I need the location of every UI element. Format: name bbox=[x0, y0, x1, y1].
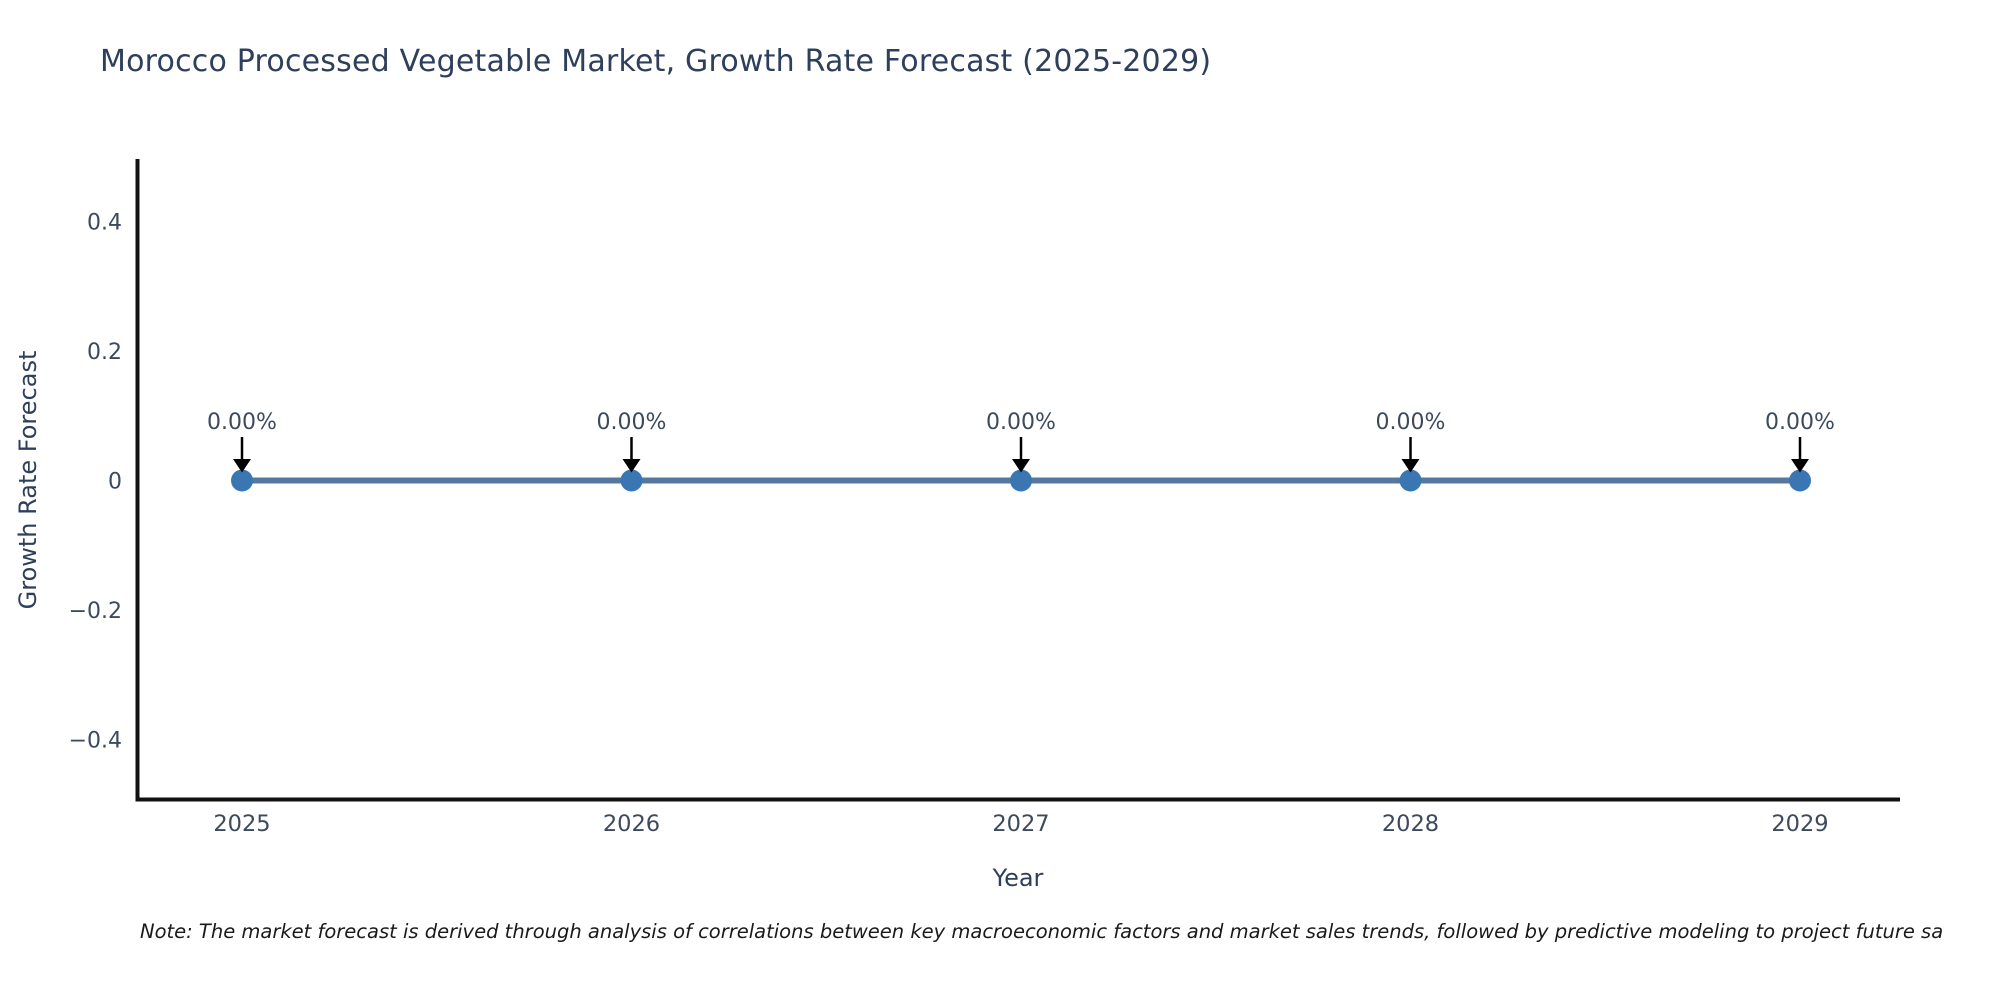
x-tick-label: 2029 bbox=[1771, 811, 1828, 837]
x-axis-title: Year bbox=[992, 864, 1044, 892]
data-point-marker bbox=[231, 469, 253, 492]
y-tick-label: −0.4 bbox=[69, 729, 122, 754]
data-point-marker bbox=[1399, 469, 1422, 492]
annotation-label: 0.00% bbox=[207, 410, 277, 435]
chart-title: Morocco Processed Vegetable Market, Grow… bbox=[100, 44, 1212, 79]
footnote: Note: The market forecast is derived thr… bbox=[140, 920, 1944, 943]
data-point-marker bbox=[1789, 469, 1811, 492]
data-point-marker bbox=[1010, 469, 1032, 492]
y-tick-label: −0.2 bbox=[69, 599, 122, 624]
annotation-arrowhead-icon bbox=[622, 459, 641, 473]
annotation-label: 0.00% bbox=[1376, 410, 1446, 435]
y-axis-title: Growth Rate Forecast bbox=[14, 351, 42, 610]
x-tick-label: 2025 bbox=[213, 811, 270, 837]
annotation-arrowhead-icon bbox=[1401, 459, 1420, 473]
annotation-label: 0.00% bbox=[597, 410, 667, 435]
annotation-arrowhead-icon bbox=[233, 459, 251, 473]
annotation-label: 0.00% bbox=[1765, 410, 1835, 435]
annotation-arrowhead-icon bbox=[1012, 459, 1030, 473]
y-tick-label: 0 bbox=[108, 470, 122, 495]
x-tick-label: 2026 bbox=[603, 811, 660, 837]
x-tick-label: 2028 bbox=[1382, 811, 1439, 837]
annotation-label: 0.00% bbox=[986, 410, 1056, 435]
annotation-arrowhead-icon bbox=[1791, 459, 1809, 473]
y-tick-label: 0.2 bbox=[87, 340, 122, 365]
x-tick-label: 2027 bbox=[992, 811, 1049, 837]
data-point-marker bbox=[620, 469, 643, 492]
y-tick-label: 0.4 bbox=[87, 210, 122, 235]
